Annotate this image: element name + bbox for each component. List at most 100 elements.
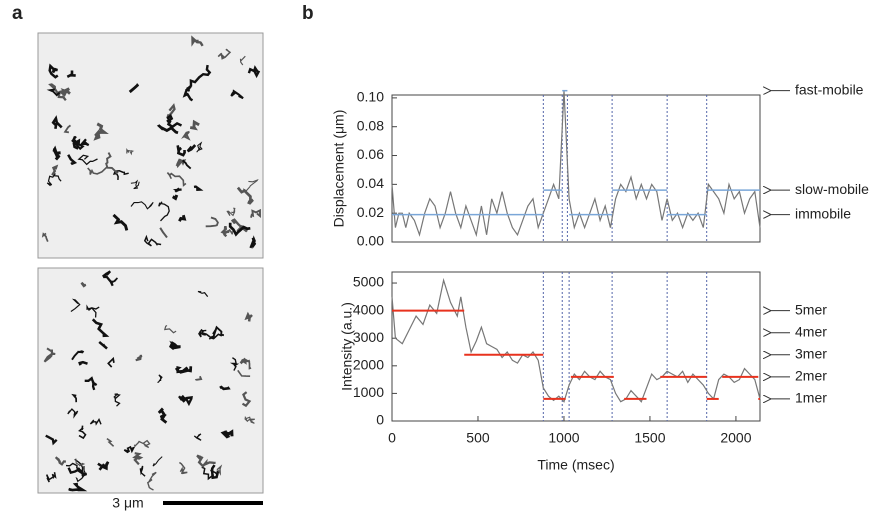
particle-track <box>194 375 203 381</box>
particle-track <box>241 391 252 408</box>
particle-track <box>71 135 85 151</box>
particle-track <box>210 464 220 480</box>
particle-track <box>78 425 87 440</box>
particle-track <box>244 311 253 322</box>
particle-track <box>193 185 204 191</box>
particle-track <box>220 225 230 238</box>
particle-track <box>75 458 86 467</box>
data-line <box>391 90 761 238</box>
particle-track <box>152 456 163 467</box>
y-axis-label: Intensity (a.u.) <box>339 302 355 391</box>
particle-track <box>217 48 232 60</box>
particle-track <box>143 234 162 247</box>
particle-track <box>70 298 81 312</box>
y-tick-label: 0 <box>376 412 384 428</box>
y-tick-label: 0.02 <box>357 204 384 220</box>
micrograph <box>37 267 264 494</box>
particle-track <box>46 88 61 97</box>
particle-track <box>139 465 146 477</box>
particle-track <box>250 208 261 219</box>
particle-track <box>202 332 223 340</box>
particle-track <box>84 376 98 391</box>
panel-label: b <box>302 3 314 24</box>
particle-track <box>156 124 179 135</box>
micrographs <box>37 32 264 494</box>
particle-track <box>189 119 200 131</box>
y-tick-label: 0.08 <box>357 117 384 133</box>
particle-track <box>51 115 63 130</box>
x-axis-label: Time (msec) <box>537 457 614 473</box>
particle-track <box>89 417 102 426</box>
annotation-label: 1mer <box>795 390 827 406</box>
particle-track <box>244 357 252 370</box>
particle-track <box>130 179 140 190</box>
scale-bar-label: 3 μm <box>112 495 143 511</box>
particle-track <box>230 89 244 100</box>
particle-track <box>219 385 231 391</box>
y-tick-label: 5000 <box>353 274 384 290</box>
particle-track <box>169 340 181 351</box>
particle-track <box>123 445 136 454</box>
particle-track <box>182 85 194 102</box>
particle-track <box>172 194 179 201</box>
particle-track <box>191 35 204 47</box>
particle-track <box>106 437 115 447</box>
particle-track <box>71 350 85 361</box>
particle-track <box>157 374 163 384</box>
particle-track <box>48 63 59 79</box>
particle-track <box>229 357 240 371</box>
particle-track <box>163 324 177 334</box>
annotation-label: fast-mobile <box>795 81 864 97</box>
panel-label: a <box>12 3 23 24</box>
data-line <box>391 277 761 403</box>
particle-track <box>197 290 209 298</box>
particle-track <box>91 318 110 338</box>
particle-track <box>77 154 98 166</box>
particle-track <box>45 434 58 446</box>
particle-track <box>178 394 193 407</box>
particle-track <box>52 145 61 161</box>
annotation-label: 3mer <box>795 345 827 361</box>
particle-track <box>196 141 203 153</box>
x-tick-label: 1000 <box>548 430 579 446</box>
y-tick-label: 0.04 <box>357 175 384 191</box>
y-tick-label: 1000 <box>353 384 384 400</box>
y-axis-label: Displacement (μm) <box>331 110 347 228</box>
particle-track <box>135 354 143 362</box>
particle-track <box>63 124 72 134</box>
particle-track <box>166 113 183 129</box>
particle-track <box>67 467 87 477</box>
y-tick-label: 0.06 <box>357 146 384 162</box>
particle-track <box>45 472 57 483</box>
particle-track <box>80 281 87 288</box>
particle-track <box>68 482 88 492</box>
particle-track <box>66 70 76 78</box>
particle-track <box>172 187 182 193</box>
y-tick-label: 2000 <box>353 357 384 373</box>
annotation-label: immobile <box>795 205 851 221</box>
x-tick-label: 1500 <box>634 430 665 446</box>
particle-track <box>178 214 187 222</box>
particle-track <box>239 55 246 66</box>
particle-track <box>176 145 186 157</box>
particle-track <box>166 172 187 187</box>
particle-track <box>133 439 151 449</box>
particle-track <box>112 213 129 231</box>
particle-track <box>157 407 168 424</box>
particle-track <box>93 122 109 141</box>
y-tick-label: 3000 <box>353 329 384 345</box>
particle-track <box>51 164 59 176</box>
plot-frame <box>391 94 761 243</box>
particle-track <box>128 83 140 94</box>
particle-track <box>198 328 207 338</box>
particle-track <box>249 235 257 249</box>
particle-track <box>158 201 170 222</box>
particle-track <box>75 466 87 483</box>
particle-track <box>227 229 234 235</box>
particle-track <box>98 340 108 350</box>
particle-track <box>67 408 79 419</box>
plot-frame <box>391 271 761 422</box>
annotation-label: 5mer <box>795 301 827 317</box>
particle-track <box>212 325 225 338</box>
